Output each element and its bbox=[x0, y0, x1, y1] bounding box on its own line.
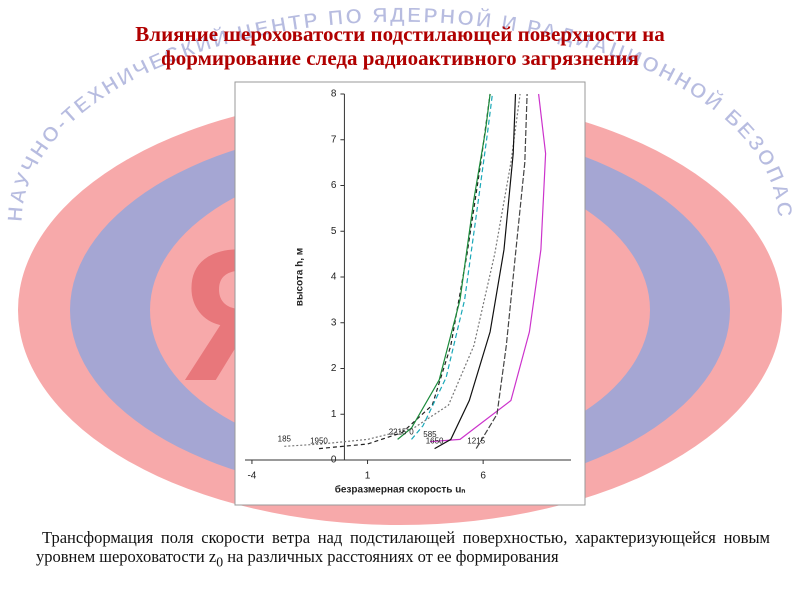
y-axis-label: высота h, м bbox=[295, 248, 306, 306]
title: Влияние шероховатости подстилающей повер… bbox=[0, 22, 800, 70]
series-label: 1650 bbox=[426, 437, 444, 446]
y-tick-label: 6 bbox=[331, 180, 337, 191]
series-line bbox=[429, 93, 547, 443]
series-line bbox=[434, 93, 517, 450]
x-tick-label: 6 bbox=[480, 471, 486, 482]
series-label: 2215 bbox=[389, 428, 407, 437]
series-label: 1950 bbox=[310, 437, 328, 446]
y-tick-label: 4 bbox=[331, 272, 337, 283]
series-label: 0 bbox=[409, 428, 414, 437]
title-line: формирование следа радиоактивного загряз… bbox=[161, 46, 639, 70]
series-label: 585 bbox=[423, 430, 437, 439]
x-tick-label: 1 bbox=[365, 471, 371, 482]
caption-text: на различных расстояниях от ее формирова… bbox=[223, 547, 559, 566]
series-line bbox=[318, 93, 491, 450]
y-tick-label: 1 bbox=[331, 409, 337, 420]
title-line: Влияние шероховатости подстилающей повер… bbox=[135, 22, 665, 46]
y-tick-label: 3 bbox=[331, 317, 337, 328]
x-axis-label: безразмерная скорость uₙ bbox=[335, 484, 466, 496]
series-label: 1215 bbox=[467, 437, 485, 446]
x-tick-label: -4 bbox=[247, 471, 256, 482]
y-tick-label: 8 bbox=[331, 89, 337, 100]
y-tick-label: 0 bbox=[331, 455, 337, 466]
caption-subscript: 0 bbox=[216, 554, 224, 570]
series-label: 185 bbox=[278, 434, 292, 443]
chart-frame bbox=[234, 81, 586, 506]
y-tick-label: 7 bbox=[331, 134, 337, 145]
series-line bbox=[411, 93, 493, 440]
caption-text: Трансформация поля скорости ветра над по… bbox=[36, 528, 770, 566]
series-line bbox=[284, 93, 521, 447]
y-tick-label: 2 bbox=[331, 363, 337, 374]
series-line bbox=[475, 93, 528, 449]
caption: Трансформация поля скорости ветра над по… bbox=[36, 528, 770, 571]
series-line bbox=[397, 93, 491, 440]
y-tick-label: 5 bbox=[331, 226, 337, 237]
